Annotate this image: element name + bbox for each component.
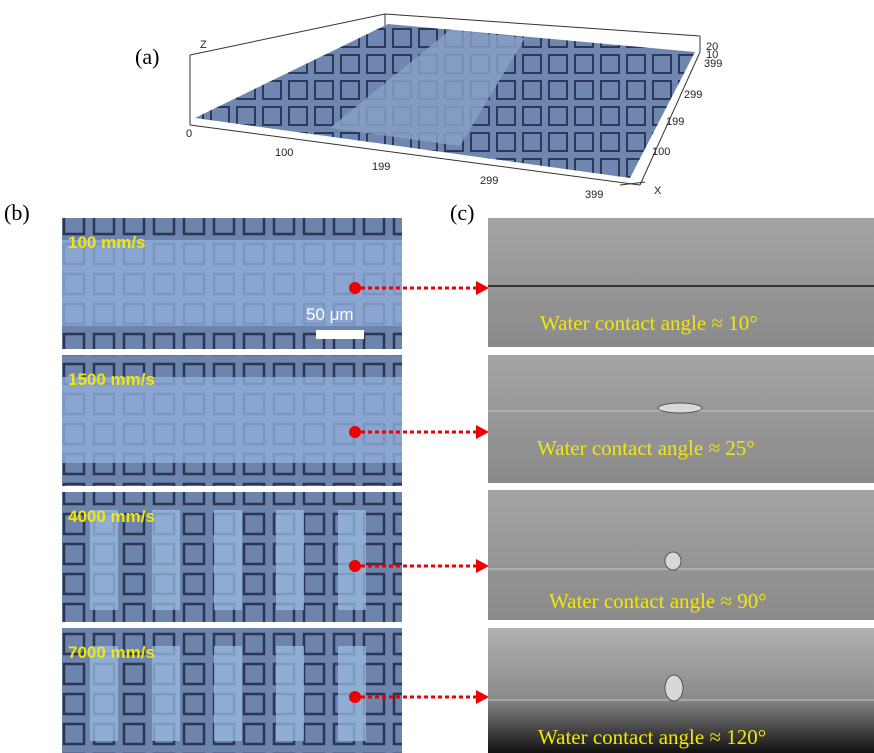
arrow-head — [476, 559, 489, 573]
speed-label: 100 mm/s — [68, 233, 146, 252]
x-tick-label: 299 — [480, 175, 498, 187]
laser-track — [276, 510, 304, 610]
laser-track — [62, 377, 402, 463]
y-tick-label: 299 — [684, 89, 702, 101]
y-tick-label: 100 — [652, 146, 670, 158]
x-tick-label: 199 — [372, 161, 390, 173]
marker-dot — [349, 691, 361, 703]
contact-angle-caption: Water contact angle ≈ 120° — [538, 725, 766, 749]
scale-bar-label: 50 μm — [306, 305, 354, 324]
droplet-photo — [488, 355, 874, 483]
marker-dot — [349, 426, 361, 438]
x-tick-label: 399 — [585, 189, 603, 201]
x-tick-label: 0 — [186, 128, 192, 140]
marker-dot — [349, 560, 361, 572]
scale-bar — [316, 330, 364, 339]
laser-track — [152, 646, 180, 741]
speed-label: 1500 mm/s — [68, 370, 155, 389]
y-tick-label: 199 — [666, 116, 684, 128]
laser-track — [338, 510, 366, 610]
droplet — [665, 552, 681, 570]
laser-track — [276, 646, 304, 741]
arrow-head — [476, 690, 489, 704]
arrow-head — [476, 425, 489, 439]
y-tick-label: 399 — [704, 58, 722, 70]
laser-track — [214, 646, 242, 741]
contact-angle-caption: Water contact angle ≈ 10° — [540, 311, 758, 335]
x-tick-label: 100 — [275, 147, 293, 159]
rows: 100 mm/s Water contact angle ≈ 10° 1500 mm… — [62, 218, 874, 753]
panel-label: (a) — [135, 44, 159, 69]
figure: (a) Z X 0 100 199 299 399 20 10 399 299 … — [0, 0, 874, 753]
laser-track — [152, 510, 180, 610]
panel-label: (c) — [450, 200, 474, 225]
speed-label: 7000 mm/s — [68, 643, 155, 662]
droplet — [665, 675, 683, 701]
laser-track — [214, 510, 242, 610]
arrow-head — [476, 281, 489, 295]
panel-a: (a) Z X 0 100 199 299 399 20 10 399 299 … — [135, 14, 722, 201]
panel-label: (b) — [4, 200, 30, 225]
axis-label: X — [654, 185, 662, 197]
contact-angle-caption: Water contact angle ≈ 25° — [537, 436, 755, 460]
speed-label: 4000 mm/s — [68, 507, 155, 526]
marker-dot — [349, 282, 361, 294]
axis-label: Z — [200, 39, 207, 51]
droplet — [658, 403, 702, 413]
contact-angle-caption: Water contact angle ≈ 90° — [549, 589, 767, 613]
